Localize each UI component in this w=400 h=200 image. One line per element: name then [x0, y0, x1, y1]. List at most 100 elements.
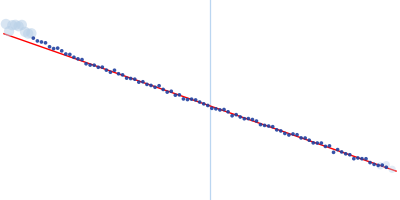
Point [6, 30, 12, 33]
Point [128, 77, 134, 80]
Point [107, 71, 114, 74]
Point [83, 62, 89, 65]
Point [249, 118, 256, 121]
Point [237, 115, 244, 119]
Point [286, 133, 292, 137]
Point [221, 108, 227, 111]
Point [209, 107, 215, 110]
Point [225, 110, 231, 113]
Point [184, 98, 191, 101]
Point [79, 58, 85, 61]
Point [99, 66, 106, 69]
Point [16, 25, 22, 28]
Point [192, 98, 199, 102]
Point [322, 145, 329, 148]
Point [383, 166, 390, 169]
Point [257, 123, 264, 126]
Point [294, 133, 300, 136]
Point [34, 39, 40, 43]
Point [67, 53, 73, 56]
Point [140, 80, 146, 83]
Point [266, 124, 272, 128]
Point [111, 69, 118, 72]
Point [188, 98, 195, 101]
Point [3, 22, 9, 26]
Point [168, 90, 174, 93]
Point [156, 84, 162, 87]
Point [119, 73, 126, 76]
Point [342, 152, 349, 155]
Point [144, 83, 150, 86]
Point [136, 81, 142, 84]
Point [278, 129, 284, 133]
Point [200, 102, 207, 105]
Point [180, 97, 187, 101]
Point [196, 100, 203, 104]
Point [359, 157, 365, 160]
Point [306, 139, 312, 142]
Point [367, 161, 373, 164]
Point [91, 64, 97, 67]
Point [46, 45, 53, 48]
Point [95, 66, 102, 69]
Point [124, 77, 130, 80]
Point [54, 47, 61, 50]
Point [50, 47, 57, 50]
Point [261, 124, 268, 127]
Point [314, 141, 320, 145]
Point [371, 163, 377, 166]
Point [355, 156, 361, 160]
Point [318, 141, 324, 145]
Point [377, 164, 384, 167]
Point [245, 117, 252, 120]
Point [351, 157, 357, 160]
Point [75, 57, 81, 60]
Point [164, 91, 170, 94]
Point [160, 88, 166, 91]
Point [19, 23, 25, 27]
Point [302, 136, 308, 140]
Point [87, 63, 93, 67]
Point [383, 163, 390, 166]
Point [172, 94, 178, 97]
Point [132, 78, 138, 81]
Point [62, 52, 69, 56]
Point [326, 144, 333, 147]
Point [290, 132, 296, 136]
Point [204, 104, 211, 107]
Point [229, 114, 235, 117]
Point [363, 157, 369, 160]
Point [389, 168, 395, 171]
Point [310, 141, 316, 144]
Point [148, 84, 154, 87]
Point [270, 125, 276, 128]
Point [103, 69, 110, 72]
Point [25, 32, 31, 35]
Point [282, 132, 288, 135]
Point [176, 93, 182, 96]
Point [233, 113, 239, 116]
Point [375, 164, 381, 167]
Point [213, 107, 219, 110]
Point [71, 56, 77, 59]
Point [30, 37, 36, 40]
Point [217, 108, 223, 112]
Point [12, 23, 19, 26]
Point [274, 128, 280, 131]
Point [330, 151, 337, 154]
Point [38, 40, 45, 44]
Point [298, 136, 304, 139]
Point [22, 30, 28, 33]
Point [152, 86, 158, 89]
Point [115, 72, 122, 75]
Point [253, 119, 260, 123]
Point [334, 148, 341, 151]
Point [28, 32, 34, 35]
Point [338, 150, 345, 154]
Point [9, 24, 16, 27]
Point [241, 117, 248, 120]
Point [379, 164, 386, 167]
Point [42, 41, 49, 44]
Point [58, 49, 65, 52]
Point [346, 153, 353, 156]
